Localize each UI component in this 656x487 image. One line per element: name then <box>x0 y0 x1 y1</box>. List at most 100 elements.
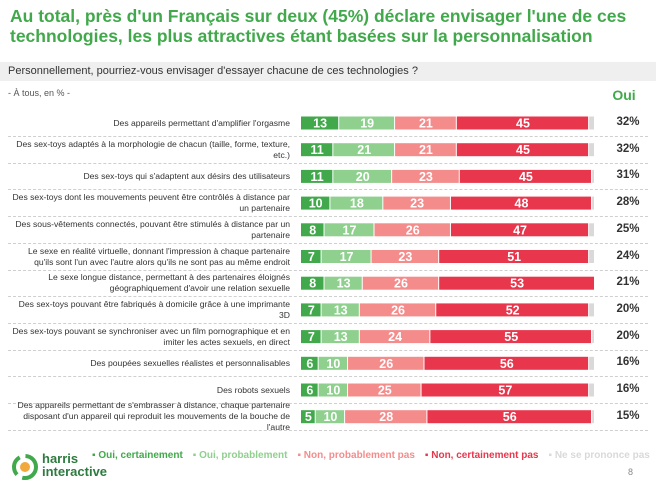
bar-segment <box>301 196 330 210</box>
bar-segment <box>301 169 333 183</box>
bar-segment <box>430 330 592 344</box>
bar-data-label: 23 <box>419 170 433 184</box>
bar-data-label: 13 <box>337 277 351 291</box>
bar-segment <box>374 223 450 237</box>
chart-legend: ▪ Oui, certainement ▪ Oui, probablement ▪ … <box>92 450 656 461</box>
oui-total-value: 32% <box>616 116 640 128</box>
bar-data-label: 56 <box>500 357 514 371</box>
bar-data-label: 57 <box>498 384 512 398</box>
bar-segment <box>459 169 592 183</box>
bar-segment <box>359 330 430 344</box>
bar-segment <box>359 303 436 317</box>
category-label: Des appareils permettant de s'embrasser … <box>17 400 291 433</box>
category-label: Des sous-vêtements connectés, pouvant êt… <box>15 218 290 240</box>
bar-data-label: 7 <box>308 303 315 317</box>
bar-segment <box>301 250 321 263</box>
bar-segment <box>589 223 594 237</box>
bar-data-label: 19 <box>360 117 374 131</box>
oui-total-value: 16% <box>616 356 640 369</box>
bar-data-label: 11 <box>311 143 324 157</box>
legend-entry: ▪ Ne se prononce pas <box>548 450 650 461</box>
bar-segment <box>589 143 594 157</box>
row-separator <box>8 216 648 218</box>
oui-total-value: 20% <box>616 329 640 342</box>
row-separator <box>8 403 648 404</box>
bar-segment <box>333 169 392 183</box>
bar-data-label: 17 <box>340 250 354 264</box>
bar-segment <box>301 356 318 370</box>
category-label: Des sex-toys qui s'adaptent aux désirs d… <box>83 170 290 181</box>
oui-total-value: 20% <box>616 302 640 315</box>
oui-column-header: Oui <box>612 87 636 103</box>
question-banner <box>0 62 656 81</box>
bar-segment <box>395 143 456 157</box>
bar-segment <box>427 410 592 424</box>
category-label: Des sex-toys adaptés à la morphologie de… <box>16 138 290 160</box>
bar-data-label: 55 <box>504 330 518 344</box>
bar-data-label: 11 <box>311 170 324 184</box>
bar-data-label: 26 <box>391 303 405 317</box>
category-label: Le sexe en réalité virtuelle, donnant l'… <box>27 245 290 267</box>
oui-total-value: 16% <box>616 383 640 395</box>
bar-data-label: 51 <box>507 250 521 264</box>
bar-data-label: 10 <box>309 197 323 211</box>
bar-data-label: 21 <box>357 143 371 157</box>
bar-data-label: 13 <box>313 117 327 131</box>
bar-segment <box>321 330 359 344</box>
category-label: Des sex-toys pouvant se synchroniser ave… <box>12 325 290 347</box>
oui-total-value: 24% <box>616 249 640 262</box>
row-separator <box>8 296 648 298</box>
bar-data-label: 56 <box>503 410 517 424</box>
oui-total-value: 15% <box>616 409 640 422</box>
bar-segment <box>362 276 439 290</box>
bar-segment <box>348 356 424 370</box>
bar-segment <box>321 303 359 317</box>
bar-segment <box>324 276 362 290</box>
page-number: 8 <box>628 467 634 477</box>
bar-data-label: 20 <box>356 170 370 184</box>
bar-segment <box>450 196 592 210</box>
bar-data-label: 7 <box>308 330 315 344</box>
row-separator <box>8 376 648 378</box>
row-separator <box>8 349 648 351</box>
bar-data-label: 13 <box>334 330 348 344</box>
bar-data-label: 26 <box>379 357 393 371</box>
bar-segment <box>456 143 589 157</box>
bar-segment <box>589 116 594 130</box>
row-separator <box>8 242 648 244</box>
legend-entry: ▪ Oui, certainement <box>92 450 183 461</box>
oui-total-value: 32% <box>616 142 640 155</box>
bar-segment <box>592 169 594 183</box>
bar-segment <box>395 116 456 130</box>
bar-data-label: 8 <box>309 223 316 237</box>
bar-segment <box>589 303 594 317</box>
bar-segment <box>301 303 321 317</box>
category-label: Des poupées sexuelles réalistes et perso… <box>90 357 290 368</box>
category-label: Le sexe longue distance, permettant à de… <box>48 272 290 294</box>
bar-segment <box>589 383 594 397</box>
row-separator <box>8 429 648 431</box>
oui-total-value: 21% <box>616 276 640 289</box>
bar-segment <box>424 356 589 370</box>
bar-data-label: 8 <box>309 277 316 291</box>
row-separator <box>8 162 648 164</box>
bar-data-label: 13 <box>334 303 348 317</box>
bar-segment <box>436 303 589 317</box>
bar-data-label: 28 <box>379 410 393 424</box>
bar-data-label: 6 <box>306 357 313 371</box>
bar-segment <box>450 223 589 237</box>
harris-logo-icon <box>12 454 38 480</box>
bar-segment <box>333 143 395 157</box>
bar-data-label: 5 <box>305 410 312 424</box>
legend-entry: ▪ Non, certainement pas <box>424 450 539 461</box>
bar-segment <box>301 116 339 130</box>
bar-segment <box>330 196 383 210</box>
bar-segment <box>592 410 594 424</box>
bar-data-label: 26 <box>406 223 420 237</box>
bar-segment <box>345 410 427 424</box>
row-separator <box>8 136 648 137</box>
harris-interactive-logo: harris interactive <box>10 452 140 482</box>
bar-data-label: 21 <box>419 143 433 157</box>
category-label: Des sex-toys dont les mouvements peuvent… <box>12 192 290 214</box>
